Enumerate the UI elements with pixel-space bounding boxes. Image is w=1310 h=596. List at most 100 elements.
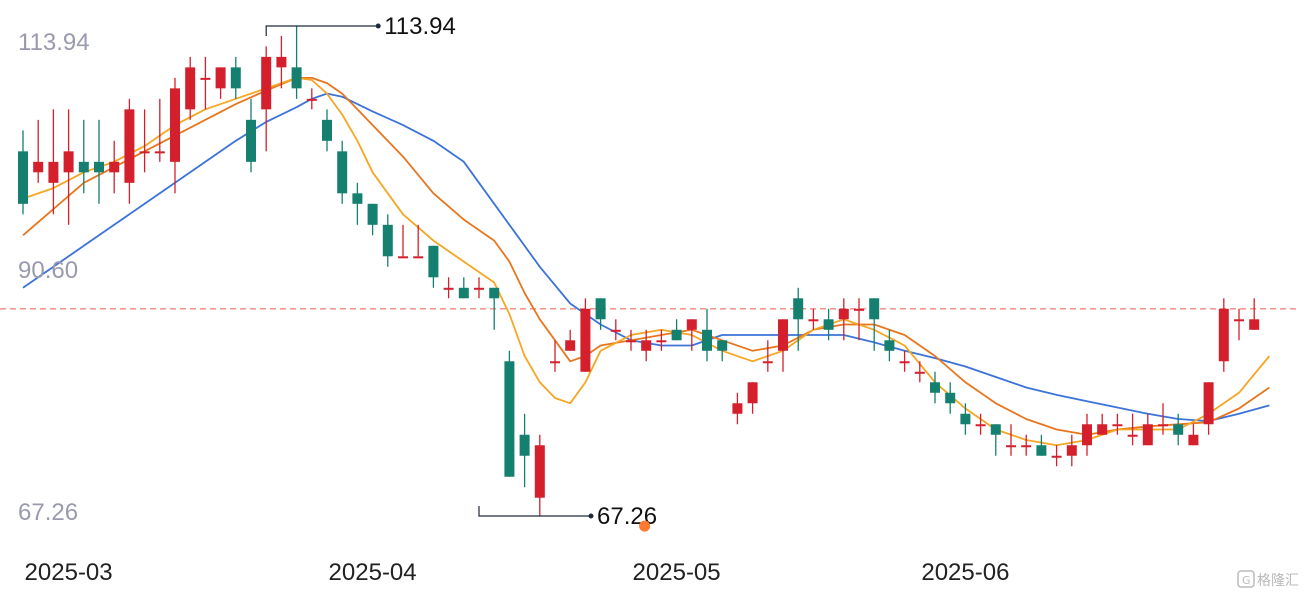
candle-body <box>930 382 940 393</box>
candle <box>170 77 180 194</box>
candle-body <box>154 151 165 154</box>
candle <box>185 56 196 120</box>
candle <box>534 434 545 516</box>
x-tick-label: 2025-05 <box>633 559 721 586</box>
x-axis-labels: 2025-03 2025-04 2025-05 2025-06 <box>25 559 1010 586</box>
candle-body <box>489 287 500 299</box>
candle-body <box>398 256 408 259</box>
candle <box>732 392 743 425</box>
candle-body <box>823 319 834 330</box>
candle-body <box>610 329 621 332</box>
candle-body <box>170 88 180 162</box>
candle-body <box>899 361 910 364</box>
candle <box>443 277 454 299</box>
candle-body <box>656 340 667 343</box>
candle <box>124 98 135 204</box>
candle <box>94 119 104 204</box>
candle-body <box>1188 434 1199 446</box>
candle-body <box>215 67 226 89</box>
candle-body <box>139 151 150 154</box>
candle-body <box>1127 434 1138 437</box>
candle-body <box>1203 382 1214 425</box>
candle-body <box>78 161 89 173</box>
candle-body <box>717 340 728 351</box>
candle-body <box>1142 424 1153 446</box>
candle <box>489 287 500 330</box>
candle-body <box>1036 445 1047 456</box>
x-tick-label: 2025-03 <box>25 559 113 586</box>
candle-body <box>109 161 120 173</box>
candle <box>1006 424 1016 456</box>
candle <box>1234 308 1244 341</box>
candle <box>854 298 864 341</box>
candle <box>1112 413 1123 435</box>
candle-body <box>914 371 925 374</box>
candle-body <box>276 56 287 68</box>
candle-body <box>322 119 332 141</box>
high-leader-dot <box>375 23 381 29</box>
candle <box>428 245 439 288</box>
high-value-label: 113.94 <box>384 13 456 40</box>
candle-body <box>63 151 74 173</box>
candle-body <box>474 287 484 290</box>
candle <box>869 298 880 351</box>
candle <box>838 298 849 341</box>
candle-body <box>1173 424 1184 435</box>
low-leader-line <box>478 506 591 517</box>
candle <box>945 382 956 414</box>
candle <box>702 308 712 362</box>
candle <box>109 140 120 194</box>
candle-body <box>200 77 211 80</box>
y-tick-label-mid: 90.60 <box>18 257 78 284</box>
candle-body <box>124 109 135 183</box>
candle-body <box>702 329 712 351</box>
watermark: G 格隆汇 <box>1237 570 1299 589</box>
candle <box>580 298 591 372</box>
candle <box>793 287 804 351</box>
candle-body <box>428 245 439 278</box>
candle-body <box>382 224 393 257</box>
candle <box>595 298 606 330</box>
candle <box>656 329 667 351</box>
candle <box>1218 298 1229 372</box>
candle <box>246 98 256 173</box>
candle <box>200 56 211 110</box>
candle <box>261 46 272 152</box>
candle-body <box>793 298 804 320</box>
candle <box>367 203 378 236</box>
watermark-text: 格隆汇 <box>1257 573 1299 589</box>
candle-body <box>367 203 378 225</box>
candle-body <box>1158 424 1168 427</box>
candle-body <box>808 319 819 322</box>
candle-body <box>413 256 424 259</box>
candle-body <box>732 403 743 414</box>
candle-body <box>945 392 956 404</box>
candle <box>48 109 59 215</box>
candle-body <box>458 287 469 299</box>
candle-body <box>838 308 849 320</box>
low-leader-dot <box>588 513 594 519</box>
candle-body <box>869 298 880 320</box>
ma-mid-line <box>22 77 1270 436</box>
candle <box>1066 434 1077 467</box>
candle <box>63 109 74 225</box>
candle-body <box>18 151 28 204</box>
candle-body <box>641 340 652 351</box>
candle <box>930 371 940 404</box>
candle <box>154 98 165 162</box>
x-tick-label: 2025-06 <box>921 559 1009 586</box>
candle-body <box>595 298 606 320</box>
candle <box>686 319 697 351</box>
candle <box>276 35 287 89</box>
y-tick-label-top: 113.94 <box>18 29 90 56</box>
candle <box>565 329 576 351</box>
candle <box>884 329 895 362</box>
candle <box>1142 413 1153 446</box>
candle <box>975 413 986 435</box>
candle <box>337 140 348 204</box>
candle <box>504 350 515 477</box>
candle <box>33 119 44 183</box>
candle-body <box>519 434 530 456</box>
